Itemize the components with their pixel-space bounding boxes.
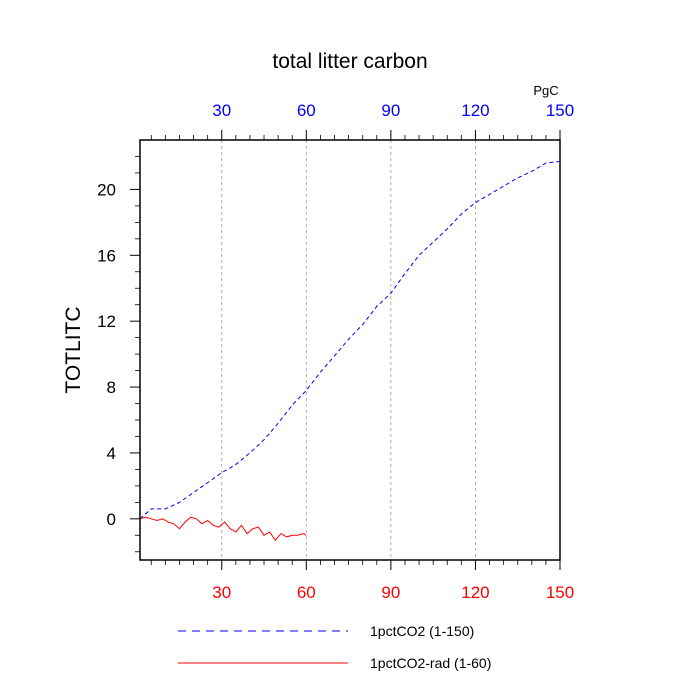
series-line-0 xyxy=(139,160,561,520)
chart-title: total litter carbon xyxy=(272,50,427,73)
axes: 30 30 60 60 90 90 120 120 150 150 0 4 8 12 16 20 xyxy=(97,101,574,602)
x-tick-label-top: 60 xyxy=(297,101,316,120)
x-tick-label-bottom: 90 xyxy=(381,583,400,602)
series-line-1 xyxy=(139,516,307,542)
legend-label-1pctco2: 1pctCO2 (1-150) xyxy=(370,623,474,639)
y-tick-label: 8 xyxy=(107,378,116,397)
legend: 1pctCO2 (1-150) 1pctCO2-rad (1-60) xyxy=(178,623,491,671)
x-tick-label-bottom: 60 xyxy=(297,583,316,602)
x-tick-label-top: 150 xyxy=(546,101,574,120)
x-tick-label-bottom: 150 xyxy=(546,583,574,602)
x-tick-label-bottom: 120 xyxy=(461,583,489,602)
x-tick-label-top: 30 xyxy=(212,101,231,120)
y-tick-label: 4 xyxy=(107,444,116,463)
grid-lines xyxy=(221,140,476,560)
y-tick-label: 20 xyxy=(97,180,116,199)
y-axis-label: TOTLITC xyxy=(62,306,85,393)
x-tick-label-top: 90 xyxy=(381,101,400,120)
series-layer xyxy=(139,160,561,542)
unit-label: PgC xyxy=(533,83,558,98)
y-tick-label: 16 xyxy=(97,246,116,265)
x-tick-label-top: 120 xyxy=(461,101,489,120)
legend-label-1pctco2-rad: 1pctCO2-rad (1-60) xyxy=(370,655,491,671)
y-tick-label: 12 xyxy=(97,312,116,331)
x-tick-label-bottom: 30 xyxy=(212,583,231,602)
y-tick-label: 0 xyxy=(107,510,116,529)
plot-frame xyxy=(139,139,561,561)
